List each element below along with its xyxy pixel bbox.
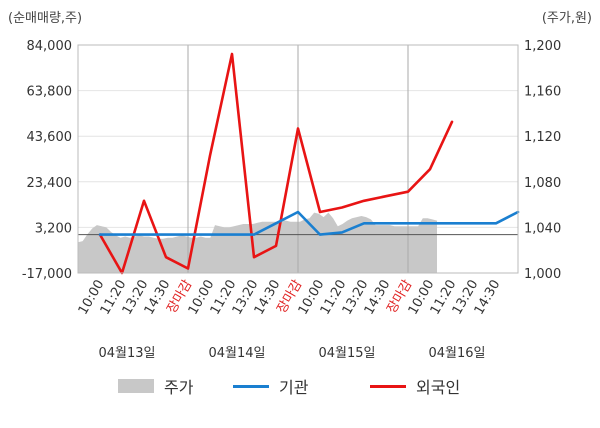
legend-label-foreign: 외국인	[416, 378, 461, 397]
right-axis-tick-label: 1,080	[524, 176, 561, 191]
legend-item-institution: 기관	[233, 372, 308, 400]
legend: 주가 기관 외국인	[0, 372, 600, 402]
legend-item-foreign: 외국인	[370, 372, 460, 400]
legend-label-price: 주가	[164, 378, 194, 397]
left-axis-unit: (순매매량,주)	[8, 11, 82, 26]
legend-swatch-price	[118, 379, 154, 393]
legend-swatch-institution	[233, 384, 269, 388]
day-label: 04월14일	[208, 346, 265, 361]
left-axis-tick-label: 43,600	[27, 130, 73, 145]
day-label: 04월13일	[98, 346, 155, 361]
plot-frame	[77, 44, 519, 274]
plot-border	[77, 44, 519, 274]
left-axis-tick-label: -17,000	[22, 267, 72, 282]
left-axis-tick-label: 63,800	[27, 85, 73, 100]
day-labels: 04월13일 04월14일 04월15일 04월16일	[98, 346, 485, 361]
legend-swatch-foreign	[370, 384, 406, 388]
institution-line	[98, 210, 520, 236]
right-axis-ticks: 1,200 1,160 1,120 1,080 1,040 1,000	[524, 39, 561, 282]
right-axis-unit: (주가,원)	[542, 11, 592, 26]
legend-item-price: 주가	[118, 372, 193, 400]
left-axis-tick-label: 3,200	[35, 221, 72, 236]
investor-trading-chart: (순매매량,주) (주가,원) 84,000 63,800 43,600 23,400…	[8, 11, 592, 361]
right-axis-tick-label: 1,000	[524, 267, 561, 282]
x-axis-ticks: 10:0011:2013:2014:30장마감10:0011:2013:2014…	[76, 277, 504, 317]
day-label: 04월15일	[318, 346, 375, 361]
left-axis-ticks: 84,000 63,800 43,600 23,400 3,200 -17,000	[22, 39, 72, 282]
right-axis-tick-label: 1,160	[524, 85, 561, 100]
right-axis-tick-label: 1,120	[524, 130, 561, 145]
legend-label-institution: 기관	[279, 378, 309, 397]
foreign-line	[98, 52, 454, 275]
right-axis-tick-label: 1,200	[524, 39, 561, 54]
net-trade-lines	[98, 52, 520, 275]
right-axis-tick-label: 1,040	[524, 221, 561, 236]
day-label: 04월16일	[428, 346, 485, 361]
left-axis-tick-label: 84,000	[27, 39, 73, 54]
left-axis-tick-label: 23,400	[27, 176, 73, 191]
